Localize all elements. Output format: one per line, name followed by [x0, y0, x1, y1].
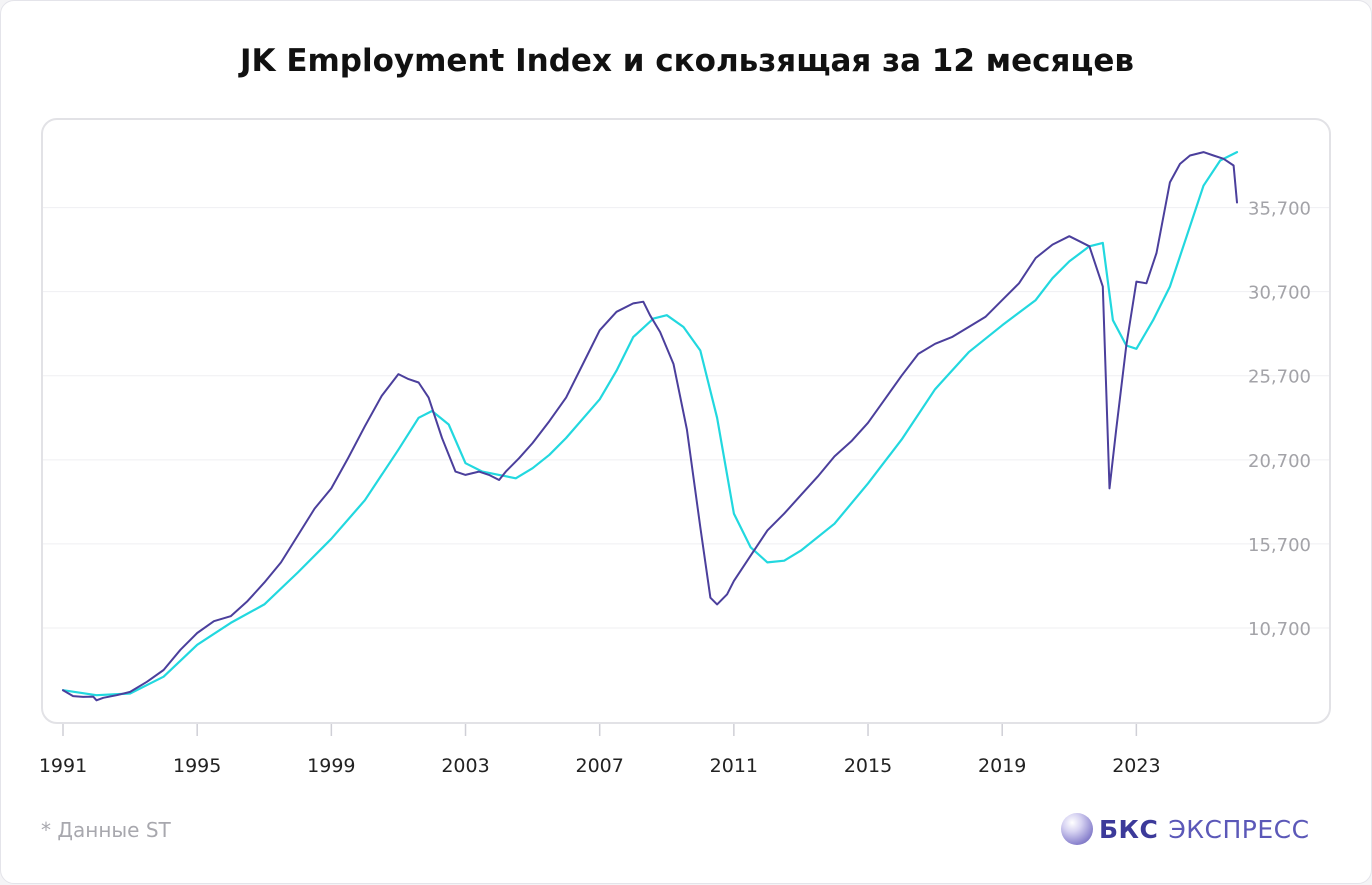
employment-index-line — [62, 151, 1238, 702]
x-tick-label: 2015 — [844, 755, 892, 777]
y-tick-label: 10,700 — [1248, 619, 1311, 640]
x-tick-label: 2019 — [978, 755, 1026, 777]
moving-average-line — [61, 151, 1239, 697]
x-tick-label: 1991 — [39, 755, 87, 777]
brand-logo-block: БКС ЭКСПРЕСС — [1061, 813, 1310, 845]
x-tick-label: 1999 — [307, 755, 355, 777]
chart-title: JK Employment Index и скользящая за 12 м… — [239, 43, 1135, 79]
plot-area-frame — [41, 118, 1331, 724]
x-tick-label: 2003 — [441, 755, 489, 777]
x-tick-label: 2023 — [1112, 755, 1160, 777]
y-tick-label: 15,700 — [1248, 535, 1311, 556]
x-tick-label: 1995 — [173, 755, 221, 777]
x-tick-label: 2011 — [710, 755, 758, 777]
source-footnote: * Данные ST — [41, 818, 171, 842]
y-tick-label: 25,700 — [1248, 367, 1311, 388]
brand-sphere-icon — [1061, 813, 1093, 845]
y-tick-label: 20,700 — [1248, 451, 1311, 472]
brand-subname: ЭКСПРЕСС — [1168, 814, 1310, 844]
y-tick-label: 30,700 — [1248, 283, 1311, 304]
y-tick-label: 35,700 — [1248, 199, 1311, 220]
x-tick-label: 2007 — [576, 755, 624, 777]
brand-name: БКС — [1099, 814, 1159, 844]
